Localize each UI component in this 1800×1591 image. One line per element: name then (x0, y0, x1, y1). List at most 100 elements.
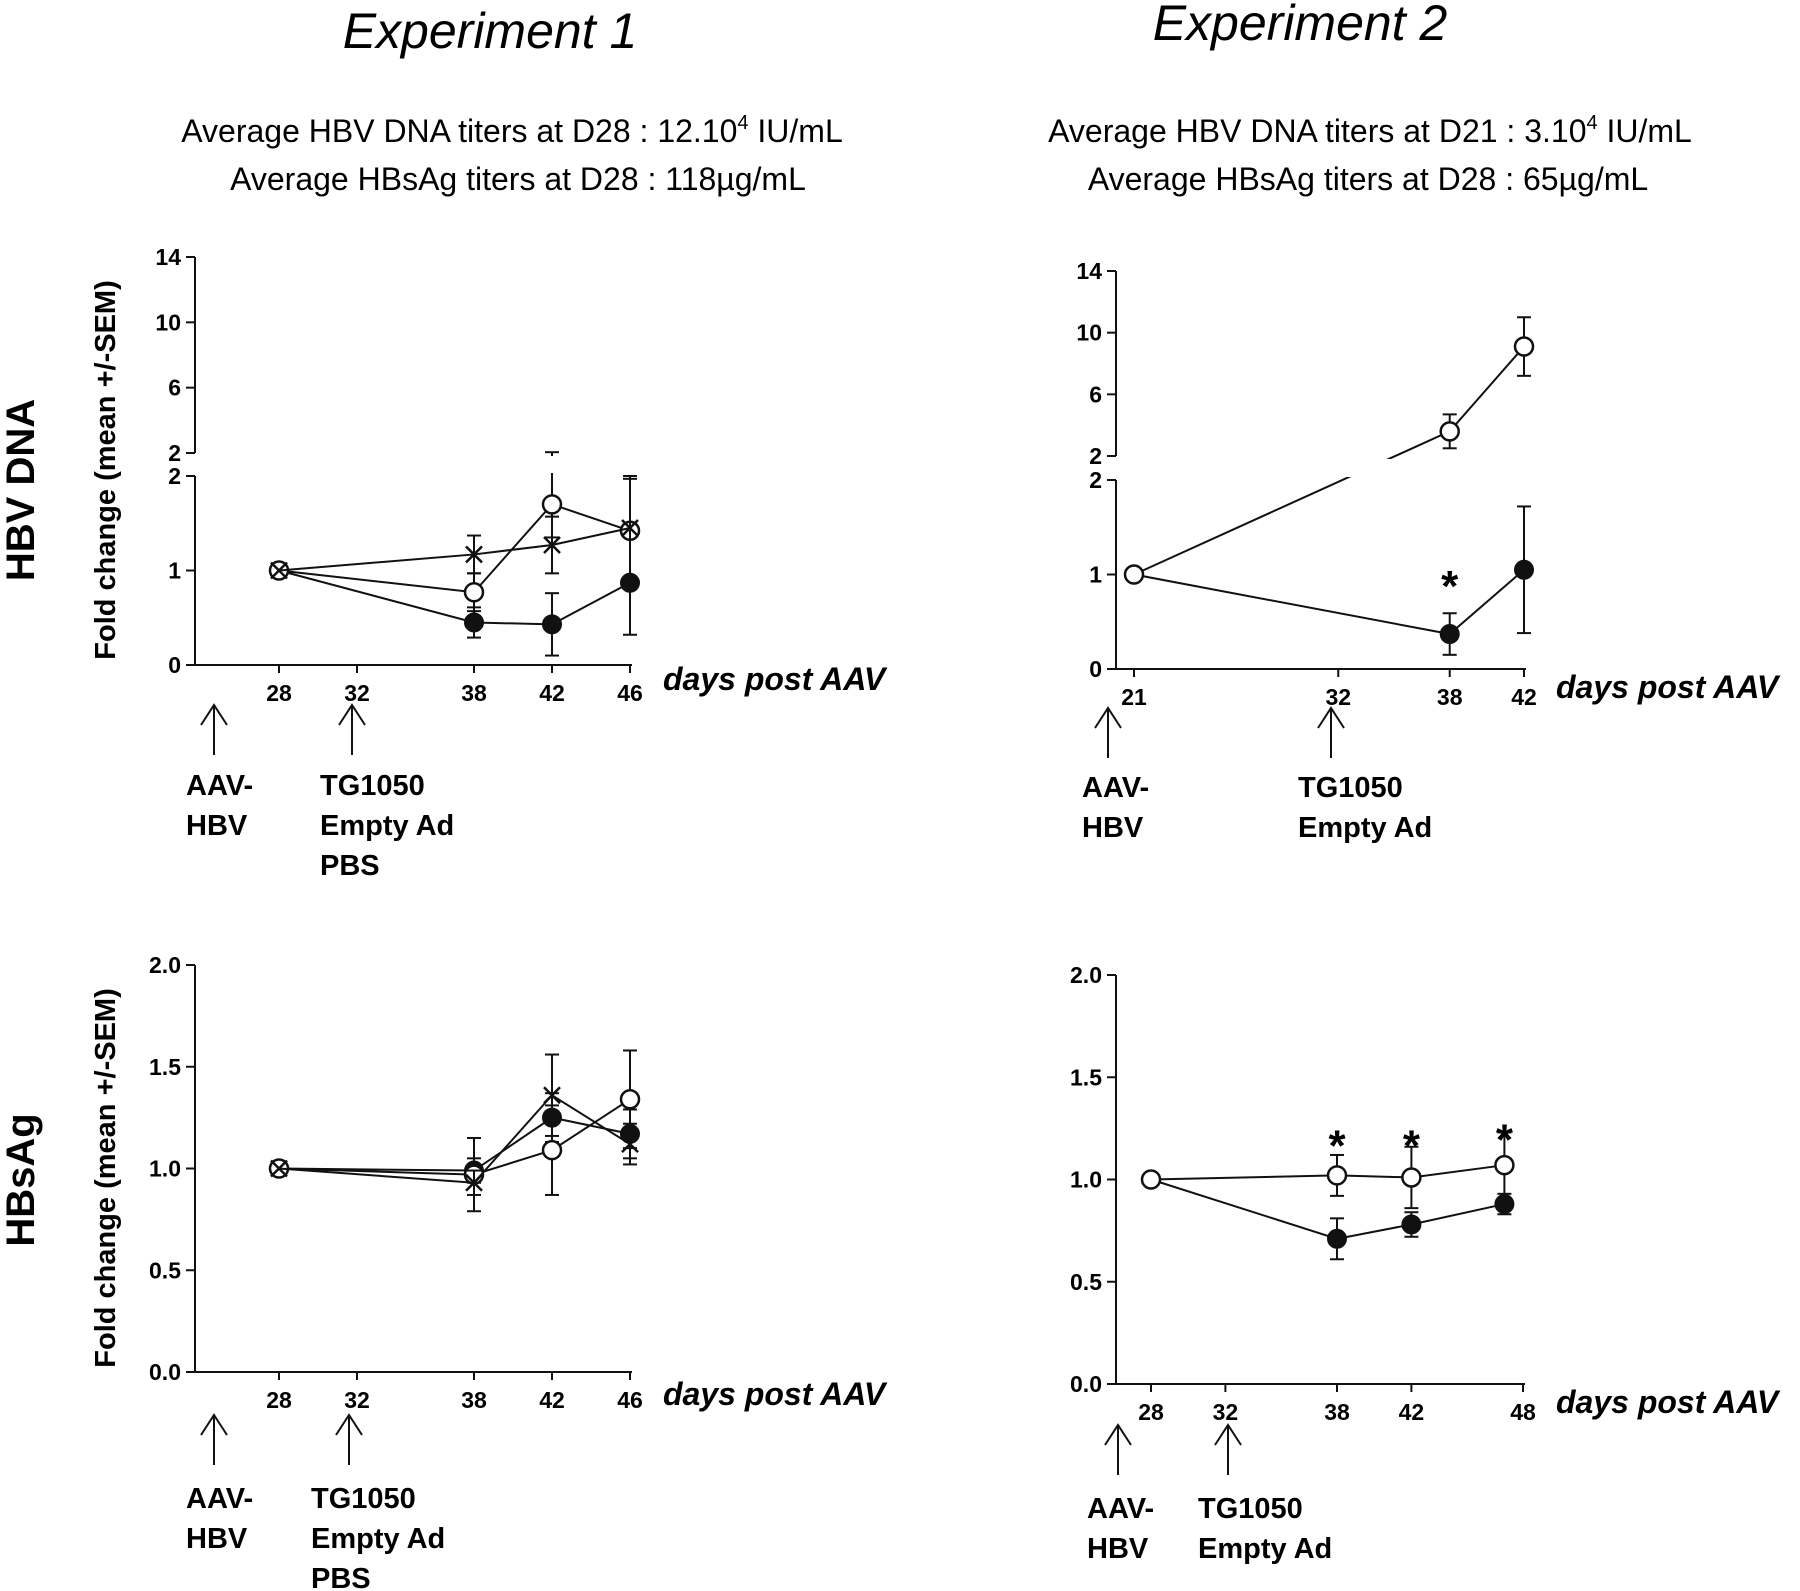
data-point (619, 1089, 641, 1110)
x-tick-label: 28 (1138, 1399, 1164, 1425)
x-tick-label: 38 (461, 1387, 487, 1413)
data-point (542, 614, 562, 635)
data-point (543, 1086, 561, 1105)
y-tick-label: 6 (168, 375, 181, 401)
y-tick-label: 1 (168, 558, 181, 584)
chart-exp2-hbsag: 28 32 38 42 48 days post AAV 0.0 0.5 1.0 1.5 2.0 * *… (1070, 962, 1781, 1475)
data-point (1140, 1169, 1162, 1190)
data-point (621, 1135, 639, 1153)
x-tick-label: 46 (617, 1387, 643, 1413)
data-point (621, 519, 639, 537)
series-line (278, 1098, 631, 1176)
treatment-label-line3: PBS (320, 850, 380, 882)
aav-label-line2: HBV (1087, 1533, 1149, 1565)
series-line (278, 1116, 631, 1172)
y-tick-label: 2 (1089, 443, 1102, 469)
x-tick-label: 32 (1325, 684, 1351, 710)
y-tick-label: 1.0 (1070, 1167, 1102, 1193)
series-line (278, 569, 631, 626)
y-tick-label: 2.0 (149, 952, 181, 978)
treatment-label-line1: TG1050 (311, 1483, 416, 1515)
series-line (278, 526, 631, 572)
series-line (278, 1093, 631, 1184)
y-tick-label: 0.5 (149, 1257, 181, 1283)
x-tick-label: 38 (461, 680, 487, 706)
experiment-2-hbsag-titer: Average HBsAg titers at D28 : 65µg/mL (1088, 161, 1648, 197)
data-point (1401, 1214, 1422, 1235)
experiment-2-title: Experiment 2 (1153, 0, 1448, 51)
series-line (1150, 1178, 1505, 1240)
treatment-label-line1: TG1050 (1298, 772, 1403, 804)
axis-break-gap (197, 456, 652, 473)
x-tick-label: 46 (617, 680, 643, 706)
x-tick-label: 42 (1511, 684, 1537, 710)
data-point (1401, 1167, 1422, 1188)
x-tick-label: 32 (1213, 1399, 1239, 1425)
aav-label-line2: HBV (186, 810, 248, 842)
treatment-label-line2: Empty Ad (1198, 1533, 1332, 1565)
treatment-label-line3: PBS (311, 1563, 371, 1591)
significance-star: * (1403, 1122, 1421, 1171)
treatment-label-line1: TG1050 (1198, 1493, 1303, 1525)
y-axis-title-top: Fold change (mean +/-SEM) (90, 280, 122, 659)
significance-star: * (1441, 562, 1459, 611)
series-line (1133, 569, 1525, 636)
aav-label-line1: AAV- (1082, 772, 1149, 804)
series-cross (270, 1053, 639, 1196)
x-tick-label: 32 (344, 680, 370, 706)
data-point (1326, 1165, 1348, 1186)
data-point (270, 1159, 288, 1178)
treatment-arrow-head (338, 703, 366, 726)
data-point (541, 494, 563, 515)
data-point (463, 581, 485, 603)
chart-exp1-dna: 28 32 38 42 46 days post AAV 0 1 22 6 10 14 (155, 244, 888, 755)
y-axis-title-bottom: Fold change (mean +/-SEM) (90, 988, 122, 1367)
y-tick-label: 2 (168, 440, 181, 466)
treatment-label-line2: Empty Ad (311, 1523, 445, 1555)
data-point (1514, 559, 1534, 580)
data-point (465, 1173, 483, 1192)
series-line (1150, 1164, 1505, 1181)
annotation-exp1-dna: AAV- HBV TG1050 Empty Ad PBS (186, 770, 454, 882)
treatment-arrow-head (335, 1413, 363, 1436)
data-point (1494, 1154, 1515, 1176)
treatment-label-line1: TG1050 (320, 770, 425, 802)
treatment-arrow-head (1317, 706, 1345, 729)
series-open-circle (268, 451, 641, 613)
x-axis-title: days post AAV (1556, 669, 1781, 705)
series-filled-circle (1124, 505, 1534, 656)
aav-label-line2: HBV (1082, 812, 1144, 844)
series-open-circle (1123, 316, 1535, 585)
y-tick-label: 1.0 (149, 1156, 181, 1182)
annotation-exp2-hbsag: AAV- HBV TG1050 Empty Ad (1087, 1493, 1332, 1565)
treatment-label-line2: Empty Ad (320, 810, 454, 842)
series-filled-circle (269, 529, 640, 657)
x-axis-title: days post AAV (663, 661, 888, 697)
treatment-arrow-head (1214, 1423, 1242, 1446)
aav-arrow-head (1104, 1423, 1132, 1446)
aav-label-line1: AAV- (186, 1483, 253, 1515)
series-open-circle (268, 1049, 641, 1213)
significance-star: * (1328, 1122, 1346, 1171)
y-tick-label: 0.0 (149, 1359, 181, 1385)
experiment-2-dna-titer: Average HBV DNA titers at D21 : 3.104 IU… (1048, 112, 1692, 149)
x-tick-label: 28 (266, 1387, 292, 1413)
y-tick-label: 1 (1089, 562, 1102, 588)
aav-label-line2: HBV (186, 1523, 248, 1555)
y-tick-label: 0.5 (1070, 1269, 1102, 1295)
data-point (543, 536, 561, 554)
y-tick-label: 0 (168, 652, 181, 678)
x-tick-label: 32 (344, 1387, 370, 1413)
aav-arrow-head (200, 703, 228, 726)
x-axis-title: days post AAV (663, 1376, 888, 1412)
x-tick-label: 38 (1324, 1399, 1350, 1425)
data-point (1123, 564, 1145, 585)
y-tick-label: 0.0 (1070, 1371, 1102, 1397)
x-tick-label: 21 (1121, 684, 1147, 710)
x-axis-title: days post AAV (1556, 1384, 1781, 1420)
aav-arrow-head (200, 1413, 228, 1436)
data-point (1327, 1228, 1347, 1249)
axis-break-gap (1118, 459, 1546, 477)
